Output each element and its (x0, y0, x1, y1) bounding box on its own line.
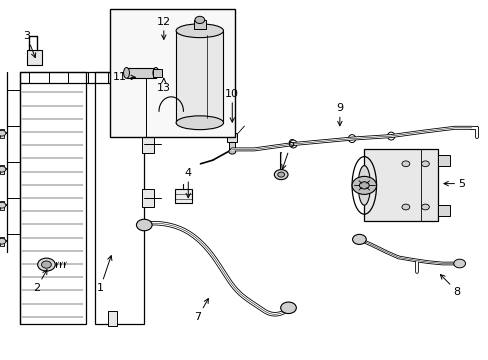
Bar (142, 135, 154, 153)
Circle shape (228, 149, 235, 154)
Ellipse shape (357, 166, 370, 205)
Bar (0, 165, 4, 174)
Circle shape (352, 234, 366, 244)
Text: 3: 3 (23, 31, 36, 58)
Bar (126, 68, 156, 78)
Bar (0, 129, 4, 138)
Text: 6: 6 (281, 139, 294, 169)
Bar (0, 201, 4, 210)
Text: 10: 10 (225, 89, 239, 122)
Bar (229, 142, 235, 149)
Circle shape (195, 16, 204, 23)
Text: 11: 11 (113, 72, 135, 82)
Bar (107, 311, 117, 326)
Circle shape (453, 259, 465, 268)
Bar (437, 155, 449, 166)
Circle shape (0, 202, 6, 208)
Bar (20, 72, 85, 324)
Circle shape (136, 219, 152, 231)
Circle shape (0, 238, 6, 244)
Text: 8: 8 (440, 275, 460, 297)
Circle shape (401, 204, 409, 210)
Ellipse shape (153, 68, 159, 78)
Circle shape (0, 166, 6, 172)
Bar (110, 9, 234, 137)
Text: 13: 13 (157, 78, 170, 93)
Bar (437, 205, 449, 216)
Bar (227, 133, 237, 142)
Text: 9: 9 (336, 103, 343, 126)
Circle shape (41, 261, 51, 268)
Circle shape (0, 130, 6, 136)
Ellipse shape (123, 68, 129, 78)
Bar (174, 189, 192, 203)
Text: 5: 5 (443, 179, 465, 189)
Circle shape (277, 172, 284, 177)
Bar (194, 20, 205, 29)
Text: 4: 4 (184, 168, 191, 198)
Circle shape (38, 258, 55, 271)
Text: 7: 7 (194, 298, 208, 322)
Bar (0, 237, 4, 246)
Bar (176, 31, 223, 123)
Text: 12: 12 (157, 17, 170, 39)
Bar (27, 50, 41, 65)
Circle shape (421, 204, 428, 210)
Circle shape (401, 161, 409, 167)
Text: 2: 2 (33, 270, 47, 293)
Bar (364, 149, 437, 221)
Ellipse shape (176, 116, 223, 130)
Circle shape (351, 176, 376, 194)
Circle shape (359, 182, 368, 189)
Circle shape (421, 161, 428, 167)
Bar (95, 72, 144, 324)
Bar (142, 189, 154, 207)
Circle shape (280, 302, 296, 314)
Bar (153, 69, 162, 77)
Circle shape (274, 170, 287, 180)
Text: 1: 1 (97, 256, 112, 293)
Ellipse shape (176, 24, 223, 38)
